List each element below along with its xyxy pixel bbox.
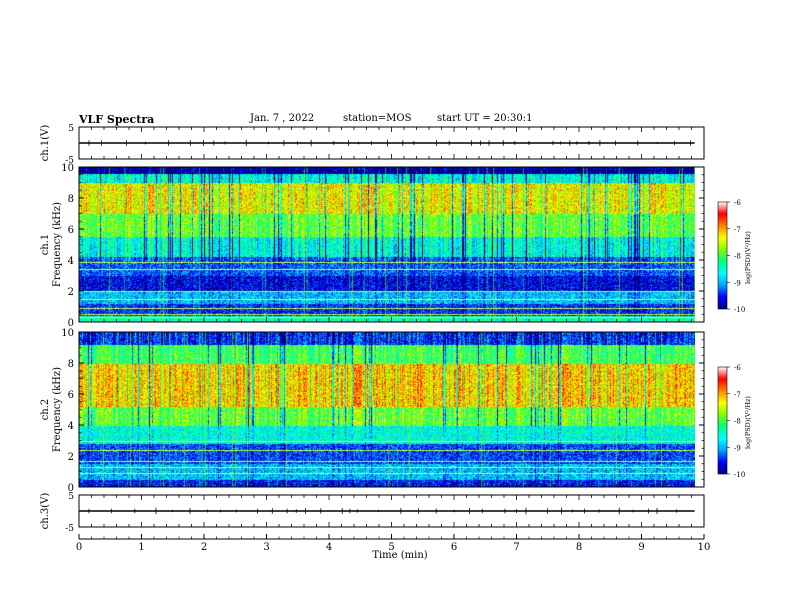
ch2-spectrogram-ylabel-freq: Frequency (kHz) bbox=[52, 367, 63, 452]
time-axis-tick-label: 4 bbox=[326, 542, 332, 553]
time-axis-tick-label: 0 bbox=[76, 542, 82, 553]
ch1-spectrogram-image bbox=[79, 167, 695, 322]
ch1-waveform-ytick-label: 5 bbox=[68, 124, 74, 134]
ch2-spectrogram-colorbar-tick-label: -9 bbox=[734, 444, 741, 452]
time-axis-tick-label: 6 bbox=[451, 542, 457, 553]
ch1-spectrogram-colorbar-label: log(PSD)(V²/Hz) bbox=[744, 231, 752, 284]
ch1-spectrogram-colorbar-tick-label: -9 bbox=[734, 279, 741, 287]
ch1-waveform-ylabel: ch.1(V) bbox=[40, 125, 51, 162]
ch2-spectrogram-colorbar-tick-label: -10 bbox=[734, 471, 745, 479]
ch3-waveform-ytick-label: -5 bbox=[65, 524, 74, 534]
figure-station: station=MOS bbox=[343, 113, 412, 124]
ch1-spectrogram-colorbar-tick-label: -7 bbox=[734, 226, 741, 234]
time-axis-tick-label: 3 bbox=[263, 542, 269, 553]
ch1-spectrogram-ytick-label: 4 bbox=[68, 256, 74, 267]
time-axis-tick-label: 7 bbox=[513, 542, 519, 553]
figure-start-time: start UT = 20:30:1 bbox=[437, 113, 533, 124]
figure-date: Jan. 7 , 2022 bbox=[250, 113, 315, 124]
time-axis-tick-label: 1 bbox=[138, 542, 144, 553]
ch2-spectrogram-colorbar-label: log(PSD)(V²/Hz) bbox=[744, 396, 752, 449]
ch2-spectrogram-ytick-label: 4 bbox=[68, 421, 74, 432]
ch2-spectrogram-ytick-label: 8 bbox=[68, 359, 74, 370]
ch1-spectrogram-colorbar-tick-label: -10 bbox=[734, 306, 745, 314]
time-axis-tick-label: 8 bbox=[576, 542, 582, 553]
ch2-spectrogram-ytick-label: 0 bbox=[68, 483, 74, 494]
ch2-spectrogram-image bbox=[79, 332, 695, 487]
time-axis-tick-label: 10 bbox=[698, 542, 711, 553]
ch2-spectrogram-colorbar-tick-label: -6 bbox=[734, 364, 741, 372]
ch2-spectrogram-ytick-label: 2 bbox=[68, 452, 74, 463]
ch2-spectrogram-colorbar-tick-label: -7 bbox=[734, 391, 741, 399]
ch1-spectrogram-colorbar-tick-label: -8 bbox=[734, 253, 741, 261]
ch1-spectrogram-ytick-label: 8 bbox=[68, 194, 74, 205]
ch1-spectrogram-ytick-label: 10 bbox=[61, 163, 74, 174]
ch1-spectrogram-ytick-label: 0 bbox=[68, 318, 74, 329]
ch2-spectrogram-colorbar-tick-label: -8 bbox=[734, 418, 741, 426]
figure-title: VLF Spectra bbox=[79, 113, 155, 126]
time-axis-tick-label: 2 bbox=[201, 542, 207, 553]
ch1-spectrogram-ylabel-channel: ch.1 bbox=[40, 234, 51, 256]
ch3-waveform-ylabel: ch.3(V) bbox=[40, 493, 51, 530]
ch2-spectrogram-ylabel-channel: ch.2 bbox=[40, 399, 51, 421]
ch3-waveform-ytick-label: 5 bbox=[68, 492, 74, 502]
time-axis-tick-label: 5 bbox=[388, 542, 394, 553]
ch2-spectrogram-ytick-label: 6 bbox=[68, 390, 74, 401]
ch1-waveform-ytick-label: -5 bbox=[65, 156, 74, 166]
time-axis-label: Time (min) bbox=[372, 550, 427, 561]
ch1-spectrogram-colorbar bbox=[717, 201, 728, 310]
ch1-spectrogram-colorbar-tick-label: -6 bbox=[734, 199, 741, 207]
ch1-spectrogram-ytick-label: 6 bbox=[68, 225, 74, 236]
ch1-spectrogram-ylabel-freq: Frequency (kHz) bbox=[52, 202, 63, 287]
ch1-spectrogram-ytick-label: 2 bbox=[68, 287, 74, 298]
time-axis-tick-label: 9 bbox=[638, 542, 644, 553]
ch2-spectrogram-ytick-label: 10 bbox=[61, 328, 74, 339]
ch2-spectrogram-colorbar bbox=[717, 366, 728, 475]
